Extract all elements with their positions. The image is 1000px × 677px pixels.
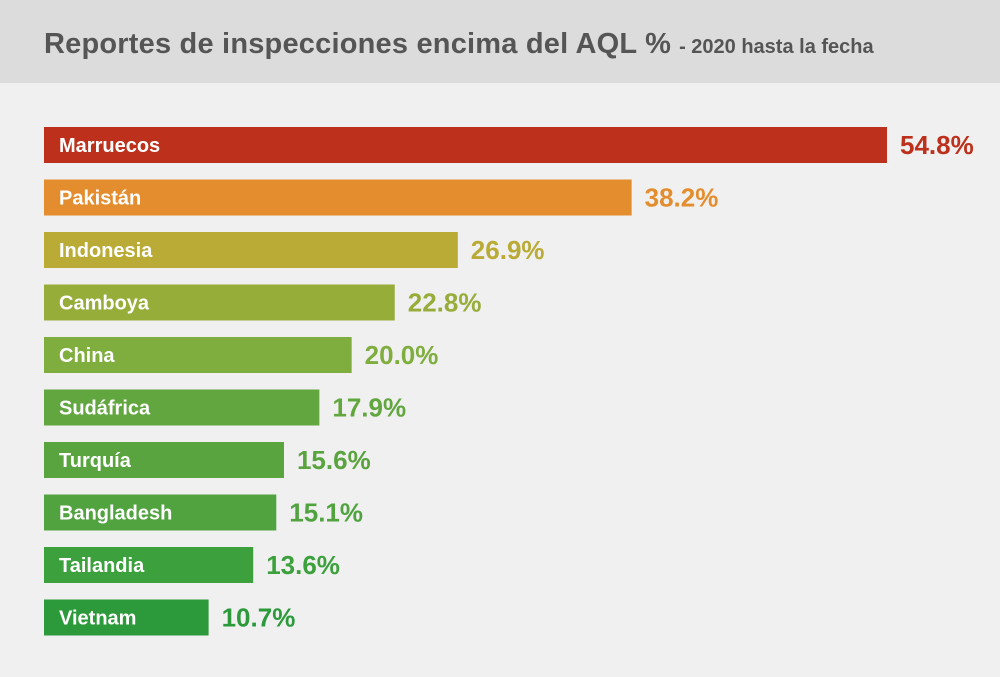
value-label-1: 38.2% xyxy=(645,183,719,213)
bar-6 xyxy=(44,442,284,478)
bar-2 xyxy=(44,232,458,268)
bar-label-1: Pakistán xyxy=(59,188,141,210)
bar-label-2: Indonesia xyxy=(59,240,153,262)
value-label-2: 26.9% xyxy=(471,235,545,265)
bar-4 xyxy=(44,337,352,373)
header-bar: Reportes de inspecciones encima del AQL … xyxy=(0,0,1000,83)
chart-subtitle: - 2020 hasta la fecha xyxy=(679,36,874,58)
value-label-9: 10.7% xyxy=(222,603,296,633)
value-label-4: 20.0% xyxy=(365,340,439,370)
bar-label-6: Turquía xyxy=(59,450,132,472)
bar-label-8: Tailandia xyxy=(59,555,145,577)
bar-label-4: China xyxy=(59,345,115,367)
bar-label-9: Vietnam xyxy=(59,608,136,630)
bar-3 xyxy=(44,284,395,321)
value-label-0: 54.8% xyxy=(900,130,974,160)
bar-8 xyxy=(44,547,254,583)
value-label-5: 17.9% xyxy=(332,393,406,423)
value-label-3: 22.8% xyxy=(408,288,482,318)
bar-label-5: Sudáfrica xyxy=(59,398,151,420)
bar-7 xyxy=(44,494,277,531)
bar-label-3: Camboya xyxy=(59,293,150,315)
chart-title: Reportes de inspecciones encima del AQL … xyxy=(44,28,672,60)
value-label-7: 15.1% xyxy=(289,498,363,528)
bar-0 xyxy=(44,127,887,163)
chart-title-block: Reportes de inspecciones encima del AQL … xyxy=(44,28,874,61)
bar-9 xyxy=(44,599,209,636)
value-label-6: 15.6% xyxy=(297,445,371,475)
bar-label-0: Marruecos xyxy=(59,135,160,157)
bar-label-7: Bangladesh xyxy=(59,503,172,525)
bar-1 xyxy=(44,179,632,216)
value-label-8: 13.6% xyxy=(266,550,340,580)
bar-5 xyxy=(44,389,320,426)
